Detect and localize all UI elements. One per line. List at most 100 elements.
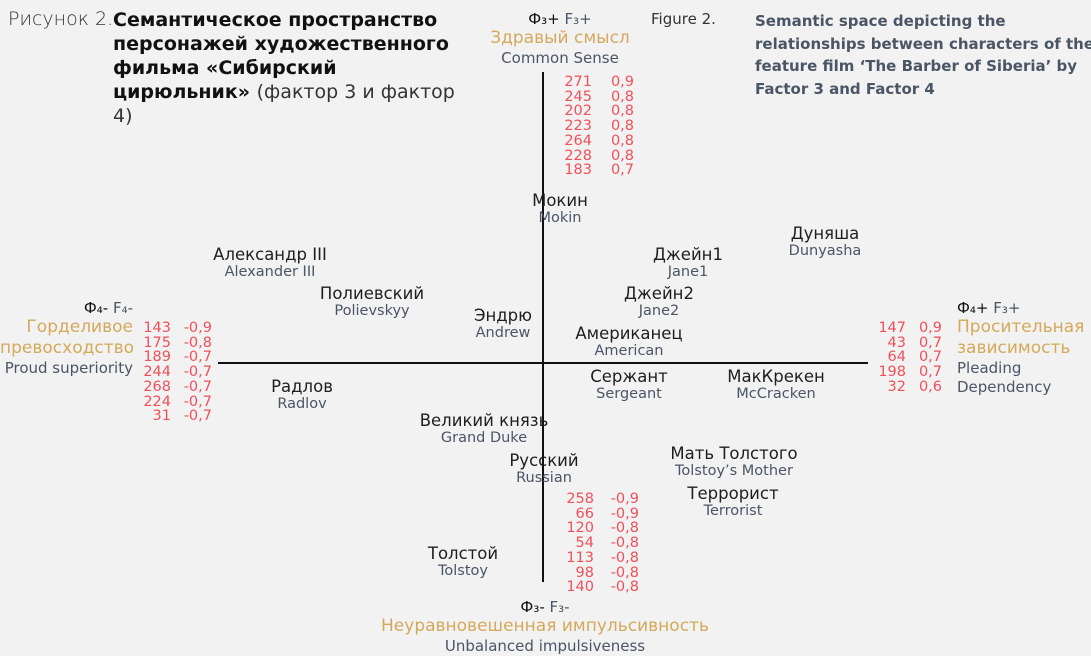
pole-top: Ф₃+ F₃+ Здравый смысл Common Sense [460,10,660,68]
title-ru-bold: Семантическое пространство персонажей ху… [113,9,449,103]
pole-left-code: Ф₄- F₄- [83,299,133,317]
character-american: Американец American [575,324,683,360]
character-sergeant: Сержант Sergeant [590,367,668,403]
loading-value: -0,9 [610,491,639,507]
value-row: 264 0,8 [560,134,634,149]
value-row: 258 -0,9 [560,492,639,507]
value-row: 183 0,7 [560,163,634,178]
pole-bottom: Ф₃- F₃- Неуравновешенная импульсивность … [345,598,745,656]
pole-top-en: Common Sense [501,49,619,67]
value-row: 271 0,9 [560,75,634,90]
id-value: 113 [566,549,594,566]
vertical-axis [542,72,544,582]
value-row: 143 -0,9 [140,321,212,336]
loading-value: 0,9 [918,320,942,336]
loading-value: -0,8 [610,564,639,581]
value-row: 64 0,7 [872,350,942,365]
loading-value: 0,8 [610,147,634,164]
loading-value: -0,9 [610,505,639,522]
value-row: 140 -0,8 [560,580,639,595]
id-value: 189 [143,349,171,366]
value-row: 244 -0,7 [140,365,212,380]
id-value: 120 [566,520,594,537]
value-row: 224 -0,7 [140,393,212,410]
pole-top-code: Ф₃+ F₃+ [528,10,592,28]
pole-right-ru-1: Просительная [957,317,1085,337]
id-value: 223 [564,118,592,135]
character-andrew: Эндрю Andrew [473,306,533,342]
id-value: 183 [564,162,592,179]
loading-value: -0,8 [610,579,639,596]
loading-value: -0,7 [183,408,212,425]
value-row: 228 0,8 [560,147,634,164]
loading-value: 0,8 [610,103,634,120]
loading-value: 0,8 [610,88,634,105]
value-row: 54 -0,8 [560,536,639,551]
pole-top-ru: Здравый смысл [490,28,630,48]
value-row: 43 0,7 [872,335,942,351]
loading-value: 0,7 [918,349,942,366]
value-row: 189 -0,7 [140,350,212,365]
pole-left-values: 143 -0,9 175 -0,8 189 -0,7 244 -0,7 268 -0,7 224 -0… [140,321,212,424]
loading-value: 0,6 [918,378,942,395]
figure-title-ru: Семантическое пространство персонажей ху… [113,8,473,128]
loading-value: -0,8 [610,549,639,566]
id-value: 98 [575,564,594,581]
loading-value: -0,8 [610,535,639,552]
loading-value: -0,7 [183,364,212,381]
id-value: 66 [575,505,594,522]
pole-bottom-values: 258 -0,9 66 -0,9 120 -0,8 54 -0,8 113 -0,8 98 -0,8 1… [560,492,639,595]
pole-left-ru-1: Горделивое [26,317,133,337]
value-row: 147 0,9 [872,321,942,336]
id-value: 224 [143,393,171,410]
character-polievskyy: Полиевский Polievskyy [319,284,425,320]
character-tolstoy: Толстой Tolstoy [427,544,499,580]
id-value: 175 [143,334,171,351]
pole-right-en-2: Dependency [957,378,1052,396]
figure-label-en: Figure 2. [651,10,716,28]
id-value: 54 [575,535,594,552]
loading-value: 0,7 [918,364,942,381]
value-row: 223 0,8 [560,119,634,134]
pole-bottom-en: Unbalanced impulsiveness [444,637,646,655]
pole-right: Ф₄+ F₃+ Просительная зависимость Pleadin… [957,299,1091,397]
character-russian: Русский Russian [509,451,579,487]
loading-value: -0,9 [183,320,212,336]
title-ru-rest: (фактор 3 и фактор 4) [113,81,455,127]
id-value: 268 [143,378,171,395]
value-row: 113 -0,8 [560,551,639,566]
pole-right-en-1: Pleading [957,359,1022,377]
id-value: 64 [887,349,906,366]
value-row: 66 -0,9 [560,505,639,522]
pole-right-code: Ф₄+ F₃+ [957,299,1021,317]
pole-left-ru-2: превосходство [0,338,135,358]
loading-value: -0,8 [610,520,639,537]
loading-value: 0,8 [610,132,634,149]
pole-right-values: 147 0,9 43 0,7 64 0,7 198 0,7 32 0,6 [872,321,942,395]
pole-left-en: Proud superiority [4,359,133,377]
id-value: 264 [564,132,592,149]
character-mokin: Мокин Mokin [532,191,588,227]
value-row: 98 -0,8 [560,564,639,581]
character-radlov: Радлов Radlov [271,377,333,413]
value-row: 198 0,7 [872,365,942,380]
id-value: 31 [152,408,171,425]
value-row: 268 -0,7 [140,380,212,395]
loading-value: 0,9 [610,74,634,90]
loading-value: -0,8 [183,334,212,351]
character-dunyasha: Дуняша Dunyasha [788,224,862,260]
character-mccracken: МакКрекен McCracken [727,367,825,403]
loading-value: 0,7 [610,162,634,179]
figure-title-en: Semantic space depicting the relationshi… [755,12,1091,98]
id-value: 147 [878,320,906,336]
pole-top-values: 271 0,9 245 0,8 202 0,8 223 0,8 264 0,8 228 0,8 183 0… [560,75,634,178]
id-value: 258 [566,491,594,507]
id-value: 32 [887,378,906,395]
loading-value: 0,8 [610,118,634,135]
id-value: 245 [564,88,592,105]
id-value: 143 [143,320,171,336]
id-value: 198 [878,364,906,381]
value-row: 31 -0,7 [140,409,212,424]
pole-left: Ф₄- F₄- Горделивое превосходство Proud s… [0,299,135,378]
value-row: 32 0,6 [872,380,942,395]
